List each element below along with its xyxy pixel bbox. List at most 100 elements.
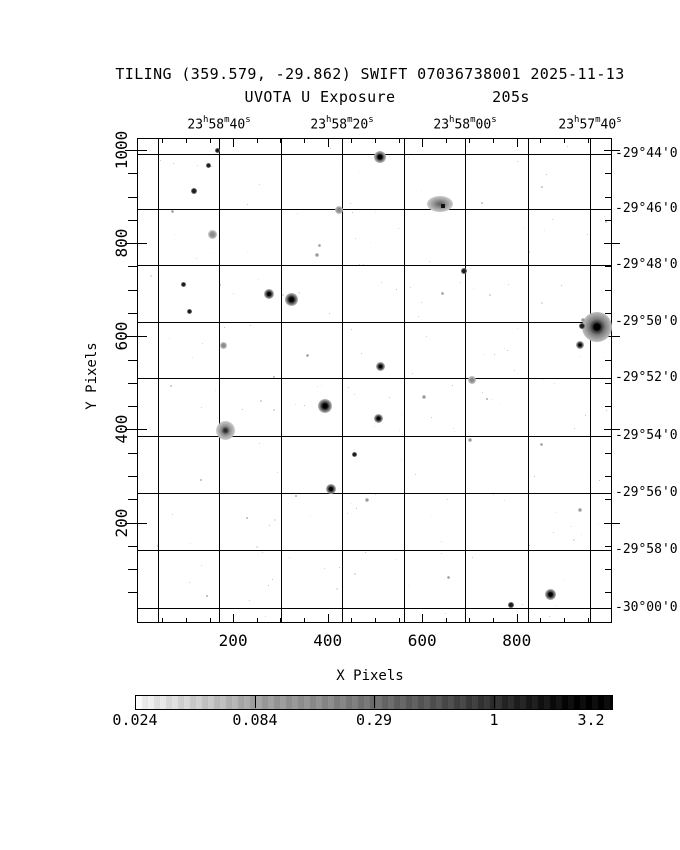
y-tick-right: [604, 243, 620, 245]
noise-speck: [441, 541, 442, 542]
y-tick-left: [128, 499, 137, 501]
ra-label: 23h57m40s: [558, 115, 622, 133]
x-tick-bottom: [540, 618, 542, 622]
x-tick-top: [374, 139, 376, 143]
colorbar-tick-label: 3.2: [577, 711, 605, 729]
noise-speck: [399, 430, 400, 431]
noise-speck: [370, 242, 371, 243]
noise-speck: [481, 202, 483, 204]
noise-speck: [574, 428, 575, 429]
noise-speck: [549, 616, 550, 617]
dot-source: [205, 163, 211, 169]
noise-speck: [444, 619, 445, 620]
noise-speck: [529, 545, 530, 546]
star-source: [325, 484, 336, 495]
dot-source: [508, 602, 515, 609]
noise-speck: [514, 370, 515, 371]
dot-source: [461, 268, 468, 275]
noise-speck: [410, 287, 411, 288]
noise-speck: [494, 354, 495, 355]
noise-speck: [418, 316, 419, 317]
noise-speck: [454, 431, 455, 432]
dec-label: -29°48'0: [615, 257, 678, 272]
noise-speck: [421, 302, 422, 303]
noise-speck: [580, 356, 581, 357]
noise-speck: [598, 523, 599, 524]
noise-speck: [585, 415, 586, 416]
colorbar-tick-label: 1: [489, 711, 499, 729]
x-tick-top: [564, 139, 566, 143]
dot-source: [214, 147, 220, 153]
noise-speck: [170, 385, 172, 387]
x-tick-bottom: [209, 618, 211, 622]
y-tick-left: [128, 476, 137, 478]
dec-label: -29°44'0: [615, 146, 678, 161]
dot-source: [578, 323, 585, 330]
noise-speck: [262, 552, 263, 553]
noise-speck: [247, 204, 248, 205]
x-tick-top: [351, 139, 353, 143]
noise-speck: [555, 512, 556, 513]
y-tick-left: [128, 173, 137, 175]
star-source: [264, 288, 275, 299]
noise-speck: [581, 534, 582, 535]
x-tick-bottom: [327, 614, 329, 622]
noise-speck: [224, 327, 225, 328]
ring-source: [374, 150, 387, 163]
noise-speck: [542, 379, 543, 380]
dot-source: [181, 281, 187, 287]
noise-speck: [467, 322, 468, 323]
noise-speck: [211, 166, 212, 167]
noise-speck: [282, 294, 284, 296]
x-tick-top: [209, 139, 211, 143]
noise-speck: [599, 333, 600, 334]
x-tick-top: [162, 139, 164, 143]
noise-speck: [483, 354, 484, 355]
dot-source: [351, 451, 357, 457]
y-tick-left: [128, 592, 137, 594]
x-tick-bottom: [493, 618, 495, 622]
y-tick-right: [604, 522, 620, 524]
noise-speck: [347, 513, 348, 514]
noise-speck: [534, 476, 535, 477]
noise-speck: [354, 394, 355, 395]
noise-speck: [259, 184, 260, 185]
noise-speck: [304, 405, 305, 406]
noise-speck: [321, 385, 322, 386]
noise-speck: [265, 616, 266, 617]
noise-speck: [599, 480, 600, 481]
x-tick-top: [256, 139, 258, 143]
x-tick-bottom: [280, 618, 282, 622]
y-tick-left: [128, 289, 137, 291]
noise-speck: [404, 469, 405, 470]
fuzz-source: [207, 230, 217, 240]
noise-speck: [219, 284, 221, 286]
x-tick-label: 800: [502, 631, 532, 650]
noise-speck: [473, 288, 474, 289]
noise-speck: [269, 525, 270, 526]
x-tick-bottom: [445, 618, 447, 622]
noise-speck: [396, 289, 397, 290]
noise-speck: [192, 357, 193, 358]
noise-speck: [260, 400, 262, 402]
noise-speck: [493, 494, 494, 495]
noise-speck: [365, 552, 366, 553]
y-axis-title: Y Pixels: [84, 342, 100, 410]
noise-speck: [333, 258, 334, 259]
noise-speck: [359, 264, 360, 265]
noise-speck: [429, 261, 430, 262]
noise-speck: [298, 292, 300, 294]
y-tick-left: [128, 266, 137, 268]
ra-label: 23h58m40s: [187, 115, 251, 133]
noise-speck: [273, 376, 275, 378]
noise-speck: [603, 357, 604, 358]
colorbar-divider: [254, 695, 256, 708]
noise-speck: [172, 514, 173, 515]
y-tick-left: [128, 359, 137, 361]
noise-speck: [157, 545, 159, 547]
x-tick-bottom: [422, 614, 424, 622]
faint-source: [422, 394, 427, 399]
noise-speck: [492, 399, 493, 400]
noise-speck: [354, 573, 356, 575]
